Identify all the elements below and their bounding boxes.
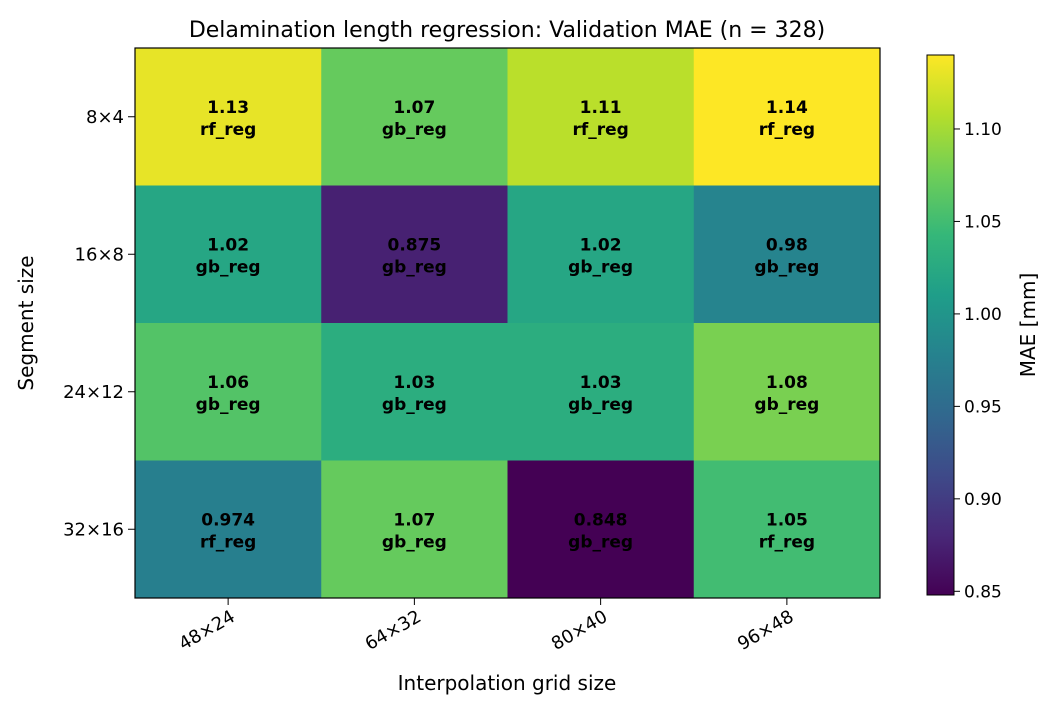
colorbar-tick-label: 1.05 xyxy=(964,212,1002,232)
heatmap-cell xyxy=(135,48,322,186)
colorbar-tick-label: 0.95 xyxy=(964,397,1002,417)
cell-model-label: gb_reg xyxy=(568,395,633,415)
cell-value-label: 1.08 xyxy=(766,373,808,393)
cell-model-label: rf_reg xyxy=(759,120,815,140)
cell-value-label: 1.06 xyxy=(207,373,249,393)
heatmap-cell xyxy=(693,460,881,599)
colorbar xyxy=(926,54,955,596)
cell-model-label: gb_reg xyxy=(382,532,447,552)
cell-value-label: 1.14 xyxy=(766,98,808,118)
y-tick-label: 16×8 xyxy=(75,244,124,265)
y-tick-label: 8×4 xyxy=(86,107,124,128)
x-tick-label: 64×32 xyxy=(362,606,425,655)
cell-value-label: 0.98 xyxy=(766,235,808,255)
heatmap-cell xyxy=(135,185,322,324)
heatmap-cell xyxy=(693,323,881,461)
cell-model-label: gb_reg xyxy=(382,257,447,277)
cell-model-label: rf_reg xyxy=(759,532,815,552)
plot-frame xyxy=(134,47,881,599)
cell-value-label: 1.03 xyxy=(580,373,622,393)
cell-model-label: gb_reg xyxy=(754,257,819,277)
cell-model-label: gb_reg xyxy=(568,257,633,277)
cell-value-label: 1.11 xyxy=(580,98,622,118)
colorbar-ticks: 0.85 0.90 0.95 1.00 1.05 1.10 xyxy=(954,120,1002,602)
x-tick-label: 48×24 xyxy=(175,606,238,655)
colorbar-tick-label: 0.85 xyxy=(964,582,1002,602)
cell-value-label: 1.02 xyxy=(580,235,622,255)
cell-model-label: gb_reg xyxy=(382,395,447,415)
colorbar-label: MAE [mm] xyxy=(1016,273,1040,378)
cell-model-label: gb_reg xyxy=(568,532,633,552)
heatmap-cell xyxy=(321,48,508,186)
y-axis-label: Segment size xyxy=(14,255,38,390)
heatmap-cell xyxy=(693,48,881,186)
cell-model-label: gb_reg xyxy=(196,395,261,415)
x-axis-ticks: 48×24 64×32 80×40 96×48 xyxy=(175,598,797,655)
colorbar-tick-label: 1.00 xyxy=(964,305,1002,325)
cell-model-label: gb_reg xyxy=(382,120,447,140)
cell-model-label: gb_reg xyxy=(754,395,819,415)
heatmap-cell xyxy=(693,185,881,324)
y-tick-label: 24×12 xyxy=(63,382,124,403)
cell-value-label: 1.03 xyxy=(393,373,435,393)
cell-value-label: 1.07 xyxy=(393,98,435,118)
x-tick-label: 96×48 xyxy=(734,606,797,655)
y-axis-ticks: 8×4 16×8 24×12 32×16 xyxy=(63,107,135,540)
heatmap-cell xyxy=(321,460,508,599)
x-tick-label: 80×40 xyxy=(548,606,611,655)
x-axis-label: Interpolation grid size xyxy=(398,671,617,695)
cell-model-label: rf_reg xyxy=(200,532,256,552)
heatmap-cells: 1.13rf_reg1.07gb_reg1.11rf_reg1.14rf_reg… xyxy=(135,48,881,599)
heatmap-cell xyxy=(507,460,695,599)
colorbar-tick-label: 0.90 xyxy=(964,490,1002,510)
cell-value-label: 0.875 xyxy=(387,235,441,255)
cell-value-label: 0.974 xyxy=(201,510,255,530)
colorbar-tick-label: 1.10 xyxy=(964,120,1002,140)
cell-value-label: 1.02 xyxy=(207,235,249,255)
cell-value-label: 1.05 xyxy=(766,510,808,530)
cell-model-label: gb_reg xyxy=(196,257,261,277)
heatmap-cell xyxy=(507,185,695,324)
cell-model-label: rf_reg xyxy=(572,120,628,140)
y-tick-label: 32×16 xyxy=(63,519,124,540)
chart-title: Delamination length regression: Validati… xyxy=(189,18,825,43)
heatmap-cell xyxy=(321,323,508,461)
cell-value-label: 1.13 xyxy=(207,98,249,118)
cell-value-label: 0.848 xyxy=(574,510,628,530)
heatmap-cell xyxy=(507,48,695,186)
cell-model-label: rf_reg xyxy=(200,120,256,140)
cell-value-label: 1.07 xyxy=(393,510,435,530)
heatmap-cell xyxy=(321,185,508,324)
heatmap-cell xyxy=(135,460,322,599)
heatmap-cell xyxy=(135,323,322,461)
heatmap-cell xyxy=(507,323,695,461)
